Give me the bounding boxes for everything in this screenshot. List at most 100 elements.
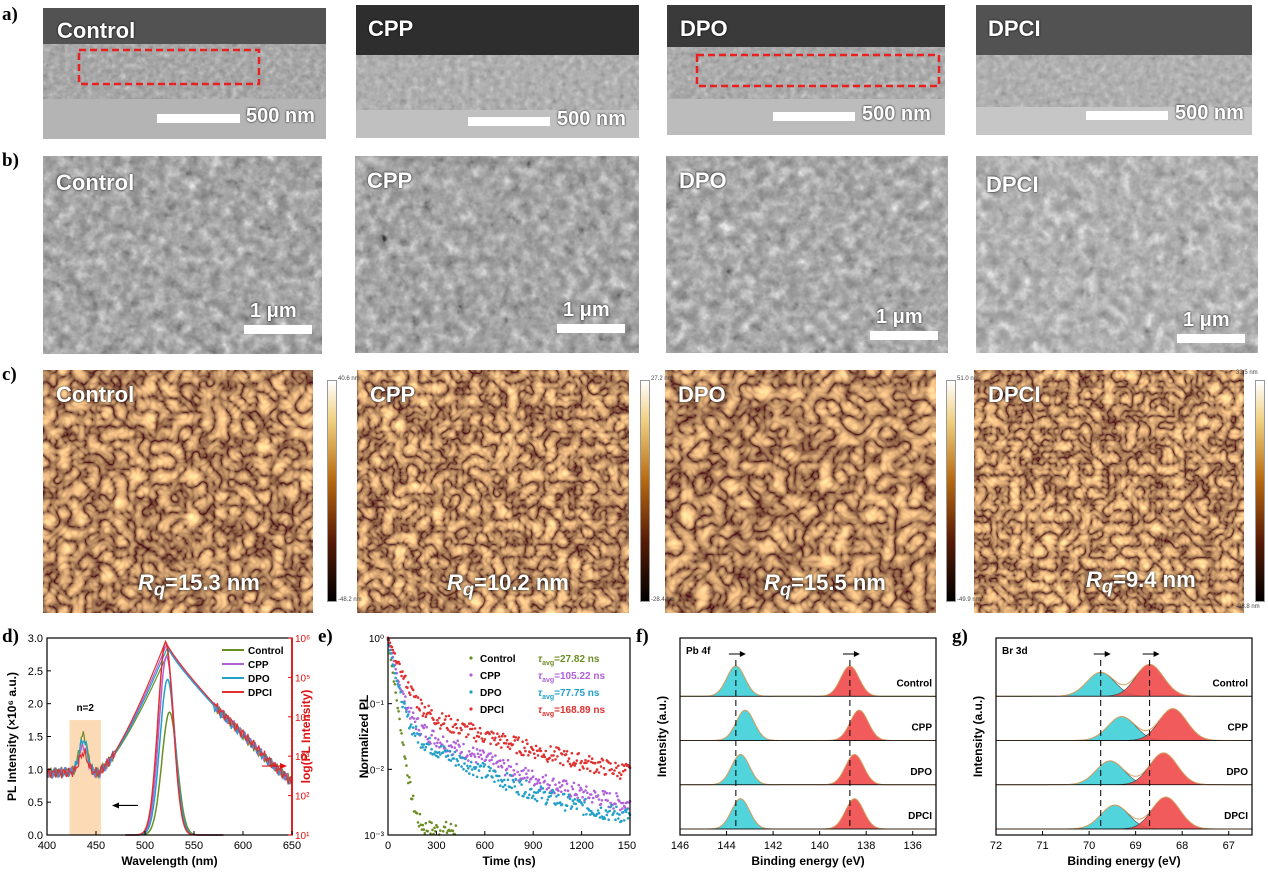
colorbar-min: -48.2 nm (338, 597, 362, 603)
tau-value: =27.82 ns (554, 654, 600, 665)
data-point (422, 828, 426, 831)
data-point (464, 757, 467, 761)
data-point (418, 709, 422, 712)
data-point (621, 807, 624, 810)
sem-top-view-dpci (976, 156, 1258, 353)
data-point (398, 686, 401, 690)
data-point (516, 770, 519, 774)
data-point (535, 782, 539, 785)
data-point (602, 793, 606, 796)
data-point (600, 799, 604, 802)
data-point (550, 791, 553, 795)
data-point (472, 736, 476, 740)
peak-1 (680, 798, 936, 830)
data-point (538, 789, 542, 792)
data-point (472, 753, 476, 756)
data-point (394, 667, 397, 671)
spectrum-label-control: Control (896, 678, 932, 689)
data-point (509, 765, 513, 768)
shift-arrow-head (1104, 651, 1111, 657)
data-point (396, 682, 399, 686)
data-point (560, 790, 563, 794)
data-point (615, 792, 618, 795)
data-point (513, 773, 517, 776)
data-point (460, 728, 463, 732)
data-point (479, 753, 483, 757)
data-point (543, 779, 547, 783)
tau-sub: avg (542, 660, 554, 667)
data-point (416, 741, 420, 744)
data-point (560, 753, 564, 756)
data-point (622, 764, 626, 767)
data-point (584, 789, 587, 792)
data-point (486, 773, 489, 777)
scale-text: 1 μm (250, 300, 297, 322)
data-point (487, 765, 490, 769)
data-point (552, 754, 555, 757)
data-point (420, 702, 424, 705)
data-point (418, 733, 422, 737)
data-point (394, 691, 397, 694)
data-point (426, 737, 429, 741)
data-point (606, 810, 609, 814)
peak-1 (680, 710, 936, 741)
data-point (454, 722, 458, 726)
data-point (567, 757, 571, 760)
data-point (483, 738, 487, 741)
data-point (588, 796, 591, 800)
data-point (566, 795, 570, 799)
data-point (415, 812, 419, 815)
data-point (501, 785, 505, 789)
data-point (403, 702, 406, 705)
data-point (409, 717, 412, 720)
data-point (616, 774, 619, 778)
data-point (518, 773, 521, 777)
data-point (404, 706, 407, 710)
data-point (612, 807, 615, 810)
data-point (469, 727, 472, 731)
data-point (497, 742, 500, 745)
data-point (467, 759, 470, 762)
data-point (456, 718, 459, 722)
data-point (565, 750, 569, 753)
x-tick-label: 600 (476, 840, 494, 852)
y-tick-label: 1.5 (28, 732, 43, 744)
data-point (583, 801, 586, 804)
data-point (494, 754, 497, 757)
data-point (399, 729, 402, 732)
scale-bar (773, 112, 855, 121)
data-point (508, 747, 512, 751)
data-point (565, 782, 569, 785)
data-point (597, 798, 601, 801)
data-point (463, 762, 466, 765)
data-point (427, 704, 430, 708)
data-point (525, 738, 528, 742)
peak-1 (996, 804, 1252, 830)
data-point (538, 781, 542, 785)
y2-axis-title: log(PL Intensity) (299, 690, 313, 784)
data-point (545, 801, 549, 804)
data-point (448, 829, 452, 833)
scale-bar (468, 117, 550, 126)
data-point (460, 750, 463, 754)
data-point (576, 796, 579, 800)
data-point (449, 759, 453, 762)
x-tick-label: 600 (234, 840, 252, 852)
x-tick-label: 900 (524, 840, 542, 852)
scale-text: 1 μm (876, 306, 923, 328)
data-point (543, 755, 547, 759)
data-point (554, 783, 557, 786)
data-point (599, 802, 603, 806)
data-point (557, 789, 560, 793)
x-tick-label: 142 (764, 840, 782, 852)
data-point (442, 722, 446, 725)
spectrum-label-dpo: DPO (1226, 767, 1248, 778)
sem-b-label-control: Control (56, 170, 135, 195)
data-point (526, 742, 529, 745)
rq-value-dpo: Rq=15.5 nm (764, 570, 886, 600)
data-point (407, 781, 410, 785)
panel-label-e: e) (318, 626, 333, 647)
y-tick-label: 10⁻² (364, 765, 384, 776)
data-point (547, 786, 550, 790)
y-axis-title: Normalized PL (357, 695, 371, 778)
